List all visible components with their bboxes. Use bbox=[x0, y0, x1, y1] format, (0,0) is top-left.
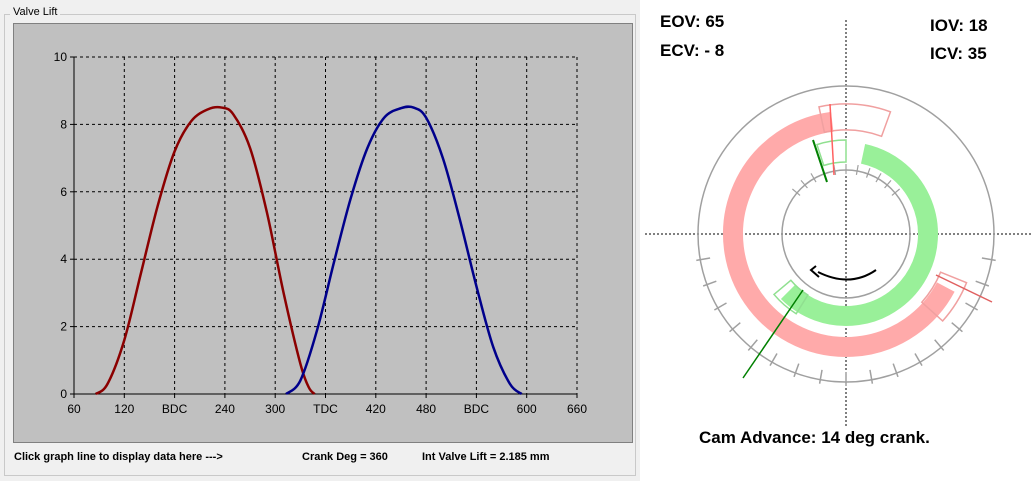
cam-advance-label: Cam Advance: 14 deg crank. bbox=[699, 428, 930, 447]
x-tick-label: 480 bbox=[416, 402, 436, 416]
exhaust-open-line bbox=[829, 103, 835, 176]
degree-tick bbox=[747, 339, 758, 351]
degree-tick bbox=[855, 164, 859, 176]
degree-tick bbox=[769, 353, 778, 367]
x-tick-label: 660 bbox=[567, 402, 587, 416]
int-valve-lift-readout: Int Valve Lift = 2.185 mm bbox=[422, 451, 550, 463]
degree-tick bbox=[696, 257, 711, 262]
y-tick-label: 4 bbox=[60, 252, 67, 266]
degree-tick bbox=[981, 257, 996, 262]
degree-tick bbox=[713, 302, 727, 311]
rotation-arrow-icon bbox=[817, 269, 877, 281]
degree-tick bbox=[892, 363, 899, 378]
degree-tick bbox=[793, 363, 800, 378]
iov-label: IOV: 18 bbox=[930, 16, 988, 35]
x-tick-label: BDC bbox=[464, 402, 490, 416]
y-tick-label: 2 bbox=[60, 320, 67, 334]
timing-diagram bbox=[645, 20, 1032, 428]
intake-duration-arc bbox=[780, 144, 938, 326]
x-tick-label: TDC bbox=[313, 402, 338, 416]
exhaust-duration-arc bbox=[723, 111, 955, 357]
degree-tick bbox=[729, 322, 741, 333]
y-tick-label: 6 bbox=[60, 185, 67, 199]
degree-tick bbox=[934, 339, 945, 351]
icv-label: ICV: 35 bbox=[930, 44, 987, 63]
x-tick-label: 120 bbox=[114, 402, 134, 416]
degree-tick bbox=[791, 188, 801, 196]
degree-tick bbox=[875, 173, 882, 183]
x-tick-label: 60 bbox=[67, 402, 81, 416]
y-tick-label: 0 bbox=[60, 387, 67, 401]
degree-tick bbox=[951, 322, 963, 333]
degree-tick bbox=[865, 168, 871, 178]
intake-open-marker bbox=[816, 139, 847, 167]
intake-open-line bbox=[812, 139, 828, 183]
eov-label: EOV: 65 bbox=[660, 12, 725, 31]
valve-lift-groupbox bbox=[4, 14, 636, 476]
degree-tick bbox=[810, 173, 817, 183]
exhaust-open-marker bbox=[818, 103, 892, 138]
degree-tick bbox=[818, 369, 823, 384]
exhaust-lift-curve[interactable] bbox=[94, 105, 316, 396]
degree-tick bbox=[914, 353, 923, 367]
outer-ticks bbox=[696, 257, 996, 386]
y-tick-label: 10 bbox=[54, 50, 68, 64]
x-tick-label: 600 bbox=[517, 402, 537, 416]
inner-ticks bbox=[791, 164, 901, 196]
degree-tick bbox=[965, 302, 979, 311]
group-title: Valve Lift bbox=[10, 6, 61, 18]
degree-tick bbox=[800, 179, 808, 189]
intake-close-line bbox=[742, 289, 804, 379]
ecv-label: ECV: - 8 bbox=[660, 41, 725, 60]
x-tick-label: BDC bbox=[162, 402, 188, 416]
lift-chart[interactable]: 60 120 BDC 240 300 TDC 420 480 BDC 600 660 0 2 4 6 8 10 bbox=[14, 24, 632, 442]
x-tick-label: 240 bbox=[215, 402, 235, 416]
x-tick-label: 420 bbox=[366, 402, 386, 416]
y-tick-label: 8 bbox=[60, 117, 67, 131]
intake-lift-curve[interactable] bbox=[285, 105, 523, 396]
degree-tick bbox=[702, 280, 717, 287]
rotation-arrowhead-icon bbox=[809, 265, 820, 278]
status-hint: Click graph line to display data here --… bbox=[14, 451, 223, 463]
valve-lift-panel: Valve Lift 60 120 BDC 240 300 TDC 420 480 BDC 600… bbox=[0, 0, 640, 481]
degree-tick bbox=[884, 179, 892, 189]
crank-deg-readout: Crank Deg = 360 bbox=[302, 451, 388, 463]
degree-tick bbox=[975, 280, 990, 287]
x-tick-label: 300 bbox=[265, 402, 285, 416]
timing-panel: EOV: 65 ECV: - 8 IOV: 18 ICV: 35 Cam Adv… bbox=[640, 0, 1032, 481]
valve-lift-graph[interactable]: 60 120 BDC 240 300 TDC 420 480 BDC 600 660 0 2 4 6 8 10 bbox=[13, 23, 633, 443]
degree-tick bbox=[891, 188, 901, 196]
exhaust-close-line bbox=[935, 274, 993, 303]
degree-tick bbox=[869, 369, 874, 384]
